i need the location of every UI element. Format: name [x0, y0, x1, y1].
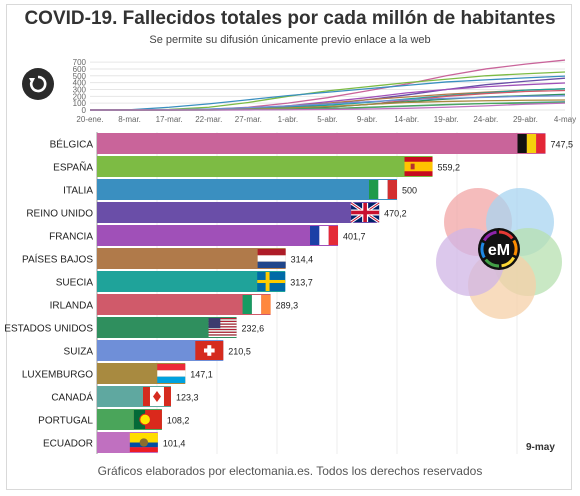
- bar-category-label: PORTUGAL: [38, 416, 93, 427]
- line-y-tick-label: 300: [73, 85, 87, 94]
- bar-value-label: 500: [402, 186, 417, 196]
- line-x-tick-label: 29-abr.: [513, 115, 538, 124]
- current-date-label: 9-may: [526, 442, 555, 453]
- electomania-logo: eM: [436, 188, 562, 319]
- bar-category-label: ESTADOS UNIDOS: [4, 324, 93, 335]
- bar-value-label: 313,7: [290, 278, 313, 288]
- bar-2: [97, 156, 433, 177]
- logo-text: eM: [488, 242, 510, 259]
- bar-value-label: 108,2: [167, 416, 190, 426]
- bar-value-label: 559,2: [438, 163, 461, 173]
- line-x-tick-label: 20-ene.: [76, 115, 103, 124]
- line-y-tick-label: 200: [73, 92, 87, 101]
- bar-8: [97, 294, 271, 315]
- bar-1: [97, 133, 546, 154]
- flag-usa-icon: [208, 318, 237, 337]
- flag-france-icon: [310, 226, 339, 245]
- line-x-tick-label: 8-mar.: [118, 115, 141, 124]
- bar-value-label: 314,4: [291, 255, 314, 265]
- line-y-tick-label: 600: [73, 65, 87, 74]
- flag-luxembourg-icon: [157, 364, 186, 383]
- line-x-tick-label: 5-abr.: [317, 115, 337, 124]
- flag-uk-icon: [350, 201, 380, 224]
- line-x-tick-label: 17-mar.: [156, 115, 183, 124]
- flag-canada-icon: [142, 387, 171, 406]
- flag-belgium-icon: [517, 134, 546, 153]
- bar-category-label: LUXEMBURGO: [22, 370, 93, 381]
- bar-category-label: BÉLGICA: [50, 138, 94, 151]
- bar-category-label: ECUADOR: [43, 439, 93, 450]
- bar-category-label: IRLANDA: [50, 301, 94, 312]
- page-subtitle: Se permite su difusión únicamente previo…: [149, 34, 431, 46]
- flag-spain-icon: [404, 157, 433, 176]
- bar-9: [97, 317, 237, 338]
- bar-category-label: SUECIA: [56, 278, 94, 289]
- flag-netherlands-icon: [257, 249, 286, 268]
- line-x-tick-label: 24-abr.: [473, 115, 498, 124]
- flag-ireland-icon: [242, 295, 271, 314]
- bar-category-label: PAÍSES BAJOS: [22, 253, 93, 266]
- bar-value-label: 401,7: [343, 232, 366, 242]
- bar-category-label: CANADÁ: [51, 391, 93, 404]
- line-x-tick-label: 22-mar.: [195, 115, 222, 124]
- line-series-3: [89, 75, 566, 111]
- line-x-tick-label: 9-abr.: [357, 115, 377, 124]
- line-x-tick-label: 19-abr.: [434, 115, 459, 124]
- bar-3: [97, 179, 397, 200]
- bar-value-label: 232,6: [242, 324, 265, 334]
- replay-icon: [29, 75, 47, 93]
- bar-category-label: REINO UNIDO: [26, 209, 93, 220]
- line-x-tick-label: 14-abr.: [394, 115, 419, 124]
- flag-switzerland-icon: [195, 341, 224, 360]
- bar-category-label: ITALIA: [63, 186, 93, 197]
- bar-category-label: SUIZA: [64, 347, 94, 358]
- line-y-tick-label: 500: [73, 72, 87, 81]
- bar-4: [97, 202, 380, 223]
- bar-6: [97, 248, 286, 269]
- flag-italy-icon: [369, 180, 397, 199]
- bar-10: [97, 340, 224, 361]
- page-title: COVID-19. Fallecidos totales por cada mi…: [24, 8, 556, 29]
- line-y-tick-label: 400: [73, 79, 87, 88]
- flag-portugal-icon: [133, 410, 162, 429]
- bar-value-label: 470,2: [384, 209, 407, 219]
- line-x-tick-label: 27-mar.: [235, 115, 262, 124]
- replay-button[interactable]: [22, 68, 54, 100]
- line-x-tick-label: 1-abr.: [278, 115, 298, 124]
- bar-5: [97, 225, 339, 246]
- flag-sweden-icon: [257, 272, 286, 291]
- line-series-14: [90, 102, 566, 111]
- flag-ecuador-icon: [129, 433, 158, 452]
- line-y-tick-label: 0: [82, 106, 87, 115]
- bar-value-label: 101,4: [163, 439, 186, 449]
- bar-value-label: 123,3: [176, 393, 199, 403]
- bar-value-label: 747,5: [551, 140, 574, 150]
- bar-category-label: ESPAÑA: [53, 161, 93, 174]
- bar-category-label: FRANCIA: [49, 232, 93, 243]
- bar-value-label: 147,1: [190, 370, 213, 380]
- bar-value-label: 210,5: [228, 347, 251, 357]
- line-x-tick-label: 4-may: [554, 115, 576, 124]
- line-y-tick-label: 700: [73, 58, 87, 67]
- bar-7: [97, 271, 286, 292]
- footer-credit: Gráficos elaborados por electomania.es. …: [97, 464, 483, 478]
- bar-value-label: 289,3: [276, 301, 299, 311]
- line-y-tick-label: 100: [73, 99, 87, 108]
